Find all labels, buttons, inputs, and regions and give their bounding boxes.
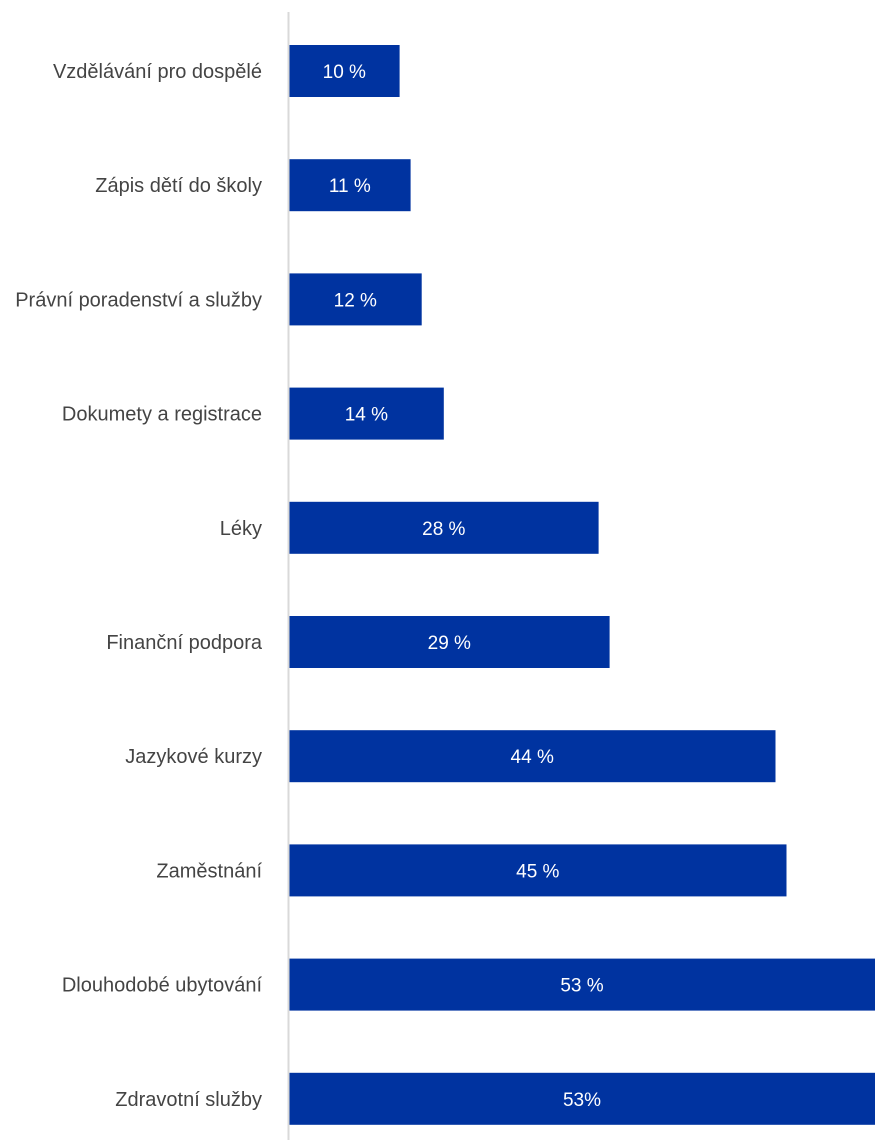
category-label-7: Zaměstnání [156, 860, 262, 882]
bar-6 [289, 730, 776, 783]
category-label-9: Zdravotní služby [115, 1089, 262, 1111]
data-label-4: 28 % [422, 519, 465, 540]
bar-9 [289, 1072, 875, 1125]
bar-5 [289, 616, 610, 668]
category-label-6: Jazykové kurzy [125, 746, 262, 768]
category-label-1: Zápis dětí do školy [95, 175, 262, 197]
category-labels-group: Vzdělávání pro dospělé Zápis dětí do škol… [15, 61, 263, 1111]
data-label-1: 11 % [329, 176, 371, 197]
category-label-0: Vzdělávání pro dospělé [53, 61, 262, 83]
data-label-0: 10 % [323, 62, 366, 83]
bar-2 [289, 273, 422, 326]
bar-7 [289, 844, 787, 897]
data-label-6: 44 % [511, 747, 554, 768]
bar-4 [289, 501, 599, 554]
data-label-5: 29 % [428, 633, 471, 654]
category-label-2: Právní poradenství a služby [15, 289, 262, 311]
bar-1 [289, 159, 411, 212]
data-label-7: 45 % [516, 861, 559, 882]
category-label-4: Léky [220, 518, 262, 540]
bar-8 [289, 958, 875, 1011]
data-label-8: 53 % [560, 976, 603, 997]
bar-0 [289, 45, 400, 97]
data-label-3: 14 % [345, 405, 388, 426]
data-label-2: 12 % [334, 290, 377, 311]
data-labels-group: 10 % 11 % 12 % 14 % 28 % 29 % 44 % 45 % 53 % 53% [323, 62, 604, 1111]
category-label-3: Dokumety a registrace [62, 404, 262, 426]
bar-3 [289, 387, 444, 440]
data-label-9: 53% [563, 1090, 601, 1111]
bars-group [289, 45, 875, 1125]
category-label-5: Finanční podpora [106, 632, 263, 654]
category-label-8: Dlouhodobé ubytování [62, 975, 263, 997]
